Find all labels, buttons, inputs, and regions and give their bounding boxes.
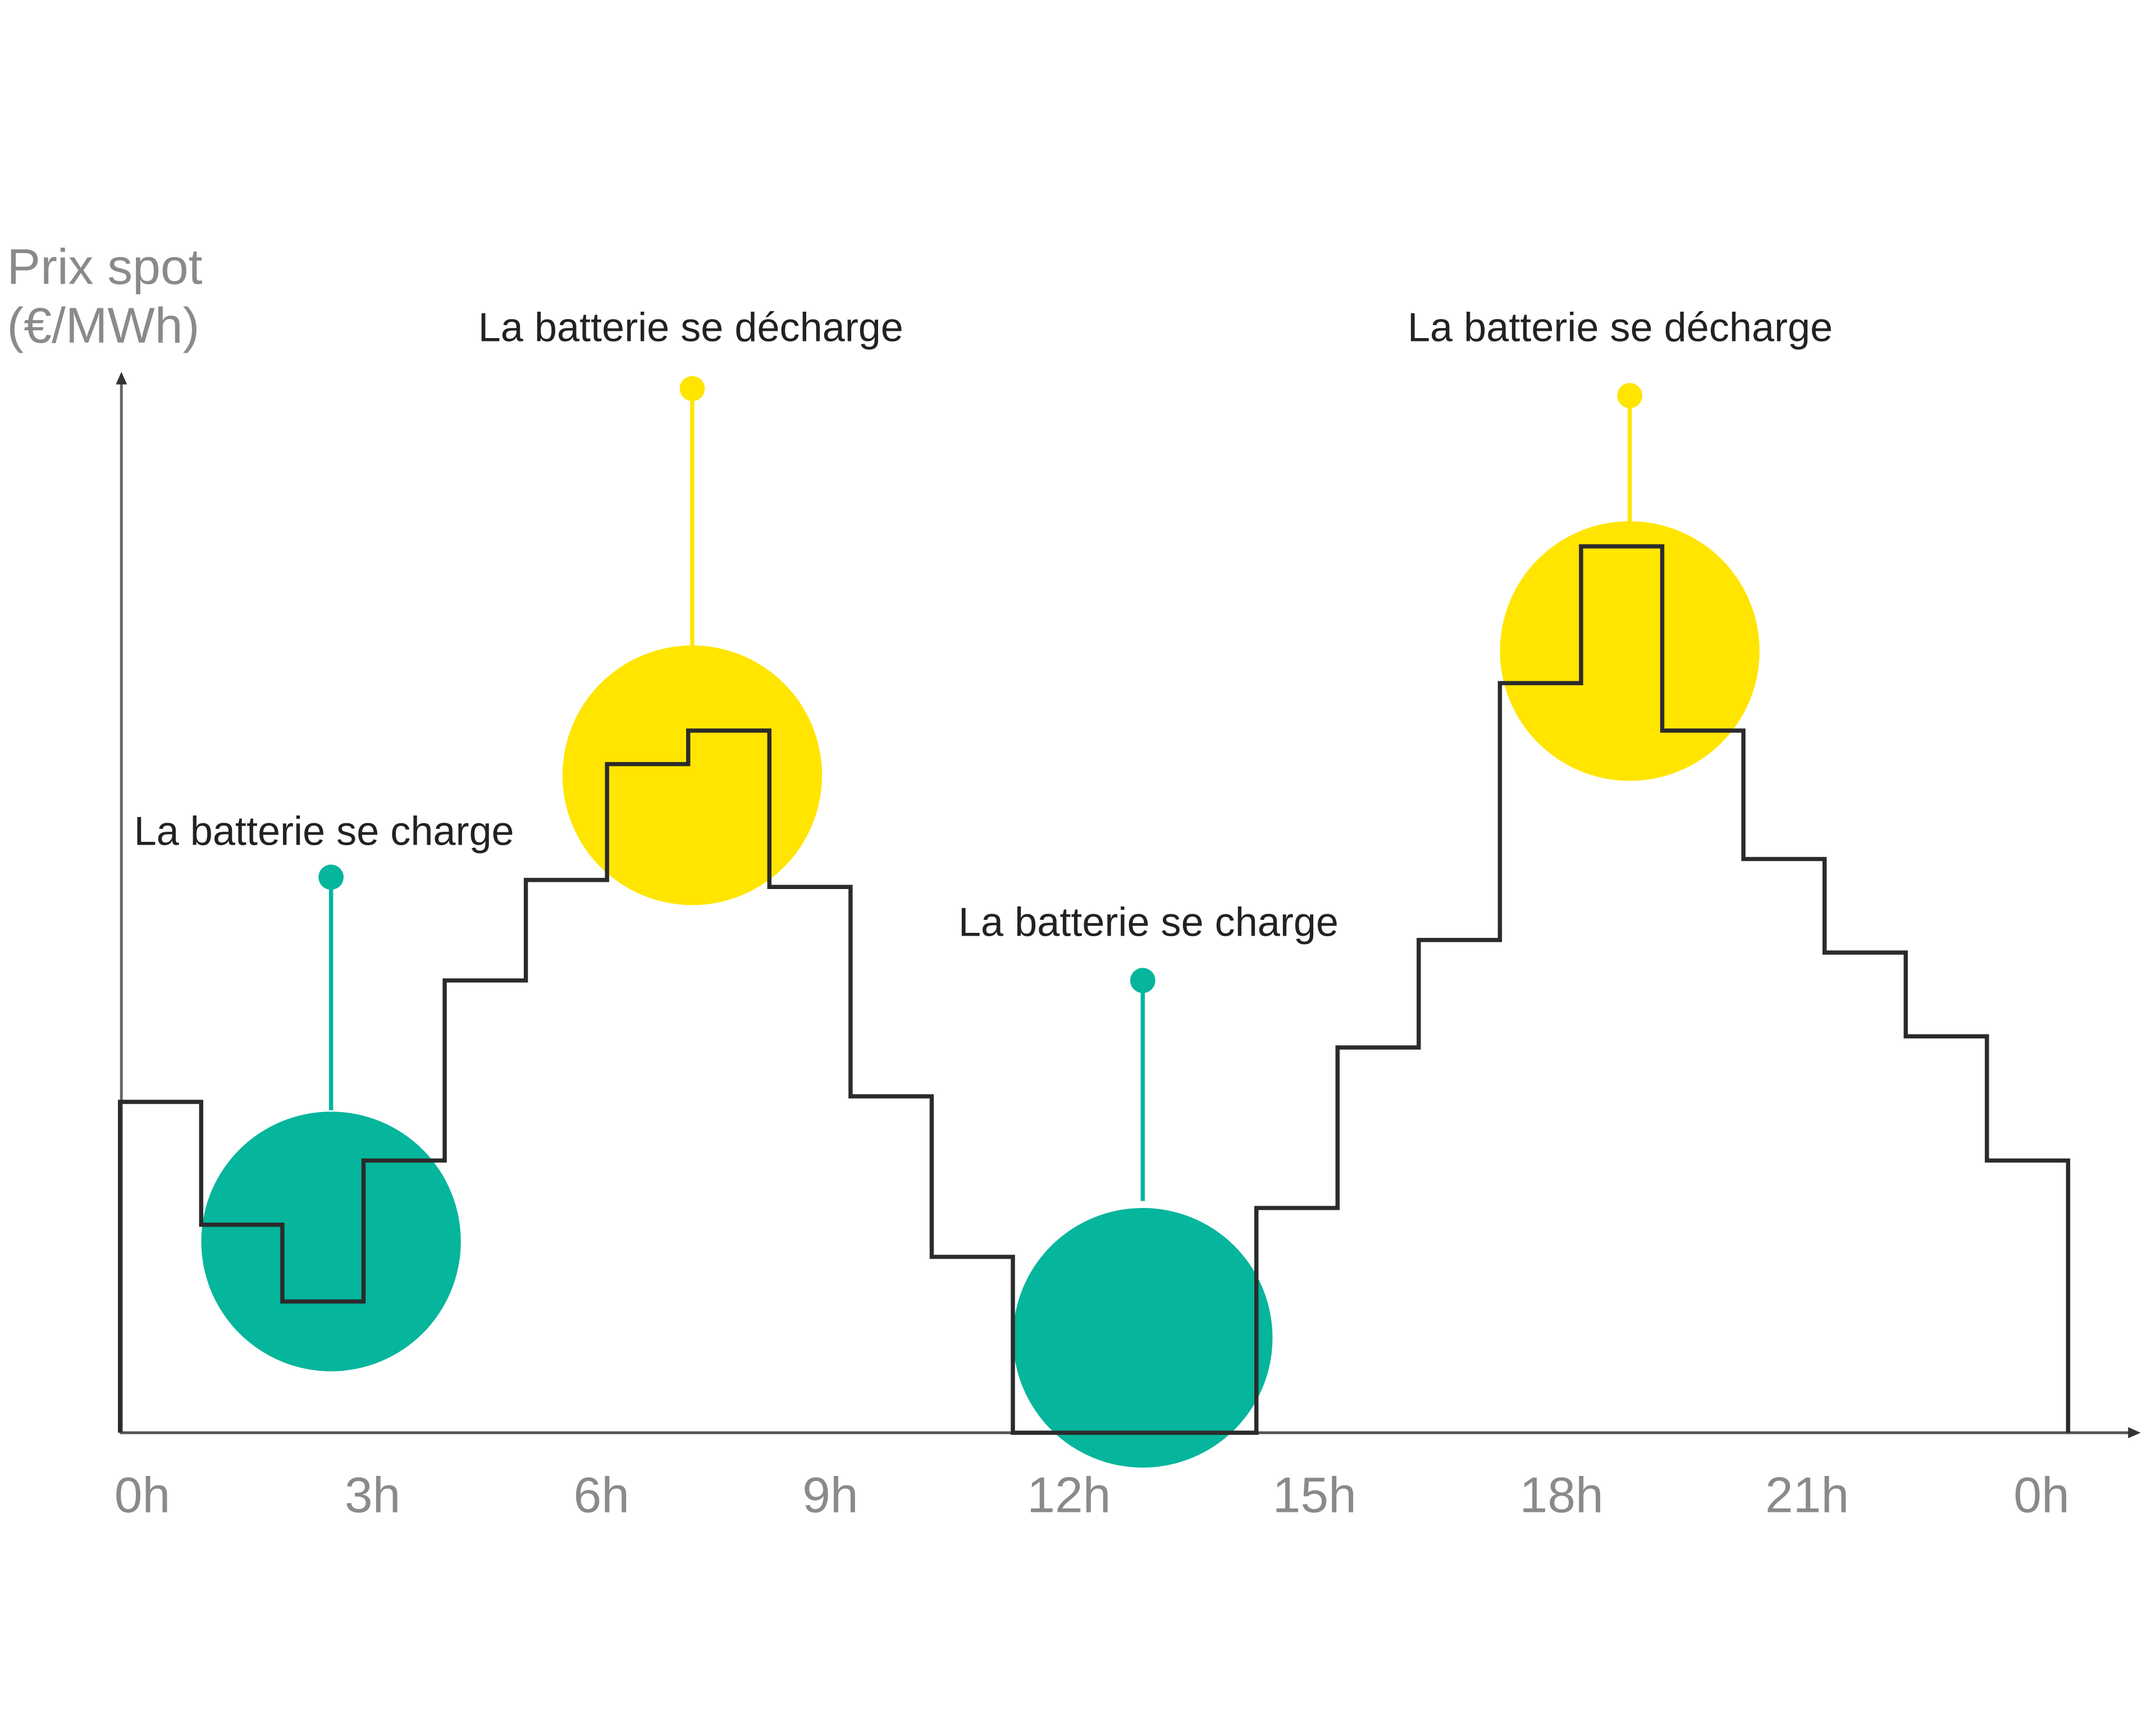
- discharge-zone-circle: [1500, 521, 1760, 781]
- charge-pin-dot: [1130, 968, 1155, 993]
- y-axis-arrow-icon: [116, 372, 127, 385]
- x-tick-label: 18h: [1520, 1467, 1604, 1523]
- x-axis-arrow-icon: [2128, 1427, 2141, 1439]
- discharge-zone-circle: [562, 645, 823, 905]
- discharge-annotation-label: La batterie se décharge: [1408, 305, 1833, 350]
- x-tick-label: 6h: [573, 1467, 629, 1523]
- x-tick-label: 3h: [345, 1467, 401, 1523]
- charge-zone-circle: [201, 1111, 461, 1371]
- x-tick-label: 12h: [1027, 1467, 1111, 1523]
- x-tick-label: 21h: [1765, 1467, 1849, 1523]
- x-tick-label: 9h: [802, 1467, 858, 1523]
- discharge-pin-dot: [679, 376, 705, 402]
- y-axis-label-line1: Prix spot: [7, 239, 202, 295]
- discharge-annotation-label: La batterie se décharge: [478, 305, 903, 350]
- charge-annotation-label: La batterie se charge: [134, 809, 514, 854]
- discharge-pin-dot: [1617, 383, 1643, 408]
- x-tick-label: 0h: [115, 1467, 171, 1523]
- charge-zone-circle: [1013, 1207, 1273, 1468]
- charge-pin-dot: [318, 864, 344, 890]
- x-tick-label: 0h: [2013, 1467, 2070, 1523]
- price-step-line: [118, 544, 2071, 1435]
- charge-annotation-label: La batterie se charge: [958, 900, 1339, 945]
- x-tick-label: 15h: [1273, 1467, 1356, 1523]
- y-axis-label-line2: (€/MWh): [7, 297, 199, 353]
